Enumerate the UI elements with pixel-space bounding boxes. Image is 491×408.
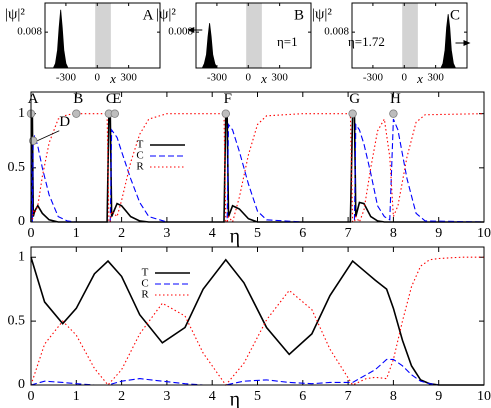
- panel-label: C: [450, 7, 460, 23]
- x-tick-label: 5: [254, 389, 261, 404]
- legend-label: R: [141, 289, 149, 301]
- shaded-region: [402, 3, 418, 68]
- panel-label: B: [294, 7, 304, 23]
- x-tick-label: 10: [477, 389, 491, 404]
- x-axis-label: x: [260, 71, 267, 86]
- x-tick-label: 9: [435, 226, 442, 241]
- wave-packet: [52, 9, 69, 69]
- x-tick-label: 9: [435, 389, 442, 404]
- x-tick-label: 0: [28, 226, 35, 241]
- y-tick-label: 0.008: [324, 26, 349, 38]
- legend-label: T: [142, 267, 149, 279]
- plot-frame: [195, 2, 312, 69]
- marker-label: E: [112, 91, 121, 107]
- legend-label: C: [136, 150, 143, 162]
- x-tick-label: 2: [118, 389, 125, 404]
- y-tick-label: 0: [18, 377, 25, 392]
- x-tick-label: 6: [299, 226, 306, 241]
- marker-label: F: [224, 91, 232, 107]
- x-tick-label: -300: [363, 72, 384, 84]
- marker-point: [110, 109, 120, 118]
- panel-label: A: [143, 7, 154, 23]
- x-tick-label: 7: [345, 226, 352, 241]
- line-series: [30, 112, 484, 223]
- y-tick-label: 1: [18, 106, 25, 121]
- y-axis-label: |ψ|²: [312, 6, 332, 22]
- y-tick-label: 0: [18, 214, 25, 229]
- marker-label: D: [59, 114, 70, 130]
- x-axis-label: η: [230, 226, 240, 248]
- x-tick-label: 300: [427, 72, 444, 84]
- x-tick-label: 4: [209, 389, 216, 404]
- marker-leader: [37, 130, 60, 142]
- marker-label: G: [349, 91, 360, 107]
- marker-point: [221, 109, 230, 118]
- marker-label: A: [28, 91, 39, 107]
- x-tick-label: 1: [73, 226, 80, 241]
- y-tick-label: 0.008: [168, 26, 193, 38]
- marker-point: [348, 109, 357, 118]
- line-series: [30, 256, 484, 386]
- annotation: η=1.72: [348, 34, 385, 49]
- marker-label: B: [73, 91, 83, 107]
- x-tick-label: 0: [95, 72, 101, 84]
- x-tick-label: 10: [477, 226, 491, 241]
- y-axis-label: |ψ|²: [156, 6, 176, 22]
- y-axis-label: |ψ|²: [5, 6, 25, 22]
- x-tick-label: -300: [56, 72, 77, 84]
- shaded-region: [95, 3, 111, 68]
- legend-label: R: [136, 161, 144, 173]
- x-tick-label: 300: [120, 72, 137, 84]
- legend-label: T: [137, 139, 144, 151]
- shaded-region: [246, 3, 262, 68]
- y-tick-label: 0.5: [8, 313, 26, 328]
- x-tick-label: 1: [73, 389, 80, 404]
- legend-label: C: [141, 278, 148, 290]
- plot-frame: [351, 2, 468, 69]
- line-series: [30, 118, 485, 223]
- plot-frame: [30, 246, 485, 386]
- plot-frame: [30, 91, 485, 223]
- x-tick-label: 7: [345, 389, 352, 404]
- y-tick-label: 0.008: [17, 26, 42, 38]
- x-axis-label: x: [109, 71, 116, 86]
- x-tick-label: 5: [254, 226, 261, 241]
- x-axis-label: η: [230, 389, 240, 408]
- plot-frame: [44, 2, 161, 69]
- x-tick-label: 0: [246, 72, 252, 84]
- x-tick-label: 4: [209, 226, 216, 241]
- x-tick-label: 6: [299, 389, 306, 404]
- marker-point: [389, 109, 398, 118]
- marker-label: C: [106, 91, 116, 107]
- x-tick-label: 3: [163, 389, 170, 404]
- marker-label: H: [390, 91, 401, 107]
- x-tick-label: 2: [118, 226, 125, 241]
- x-tick-label: -300: [207, 72, 228, 84]
- x-tick-label: 0: [28, 389, 35, 404]
- marker-point: [72, 109, 81, 118]
- x-tick-label: 8: [390, 226, 397, 241]
- x-tick-label: 8: [390, 389, 397, 404]
- x-tick-label: 0: [402, 72, 408, 84]
- line-series: [30, 256, 484, 386]
- y-tick-label: 1: [18, 249, 25, 264]
- x-tick-label: 3: [163, 226, 170, 241]
- x-tick-label: 300: [271, 72, 288, 84]
- annotation: η=1: [277, 34, 298, 49]
- y-tick-label: 0.5: [8, 160, 26, 175]
- wave-packet: [440, 14, 457, 69]
- wave-packet: [201, 23, 218, 69]
- line-series: [31, 113, 485, 224]
- x-axis-label: x: [416, 71, 423, 86]
